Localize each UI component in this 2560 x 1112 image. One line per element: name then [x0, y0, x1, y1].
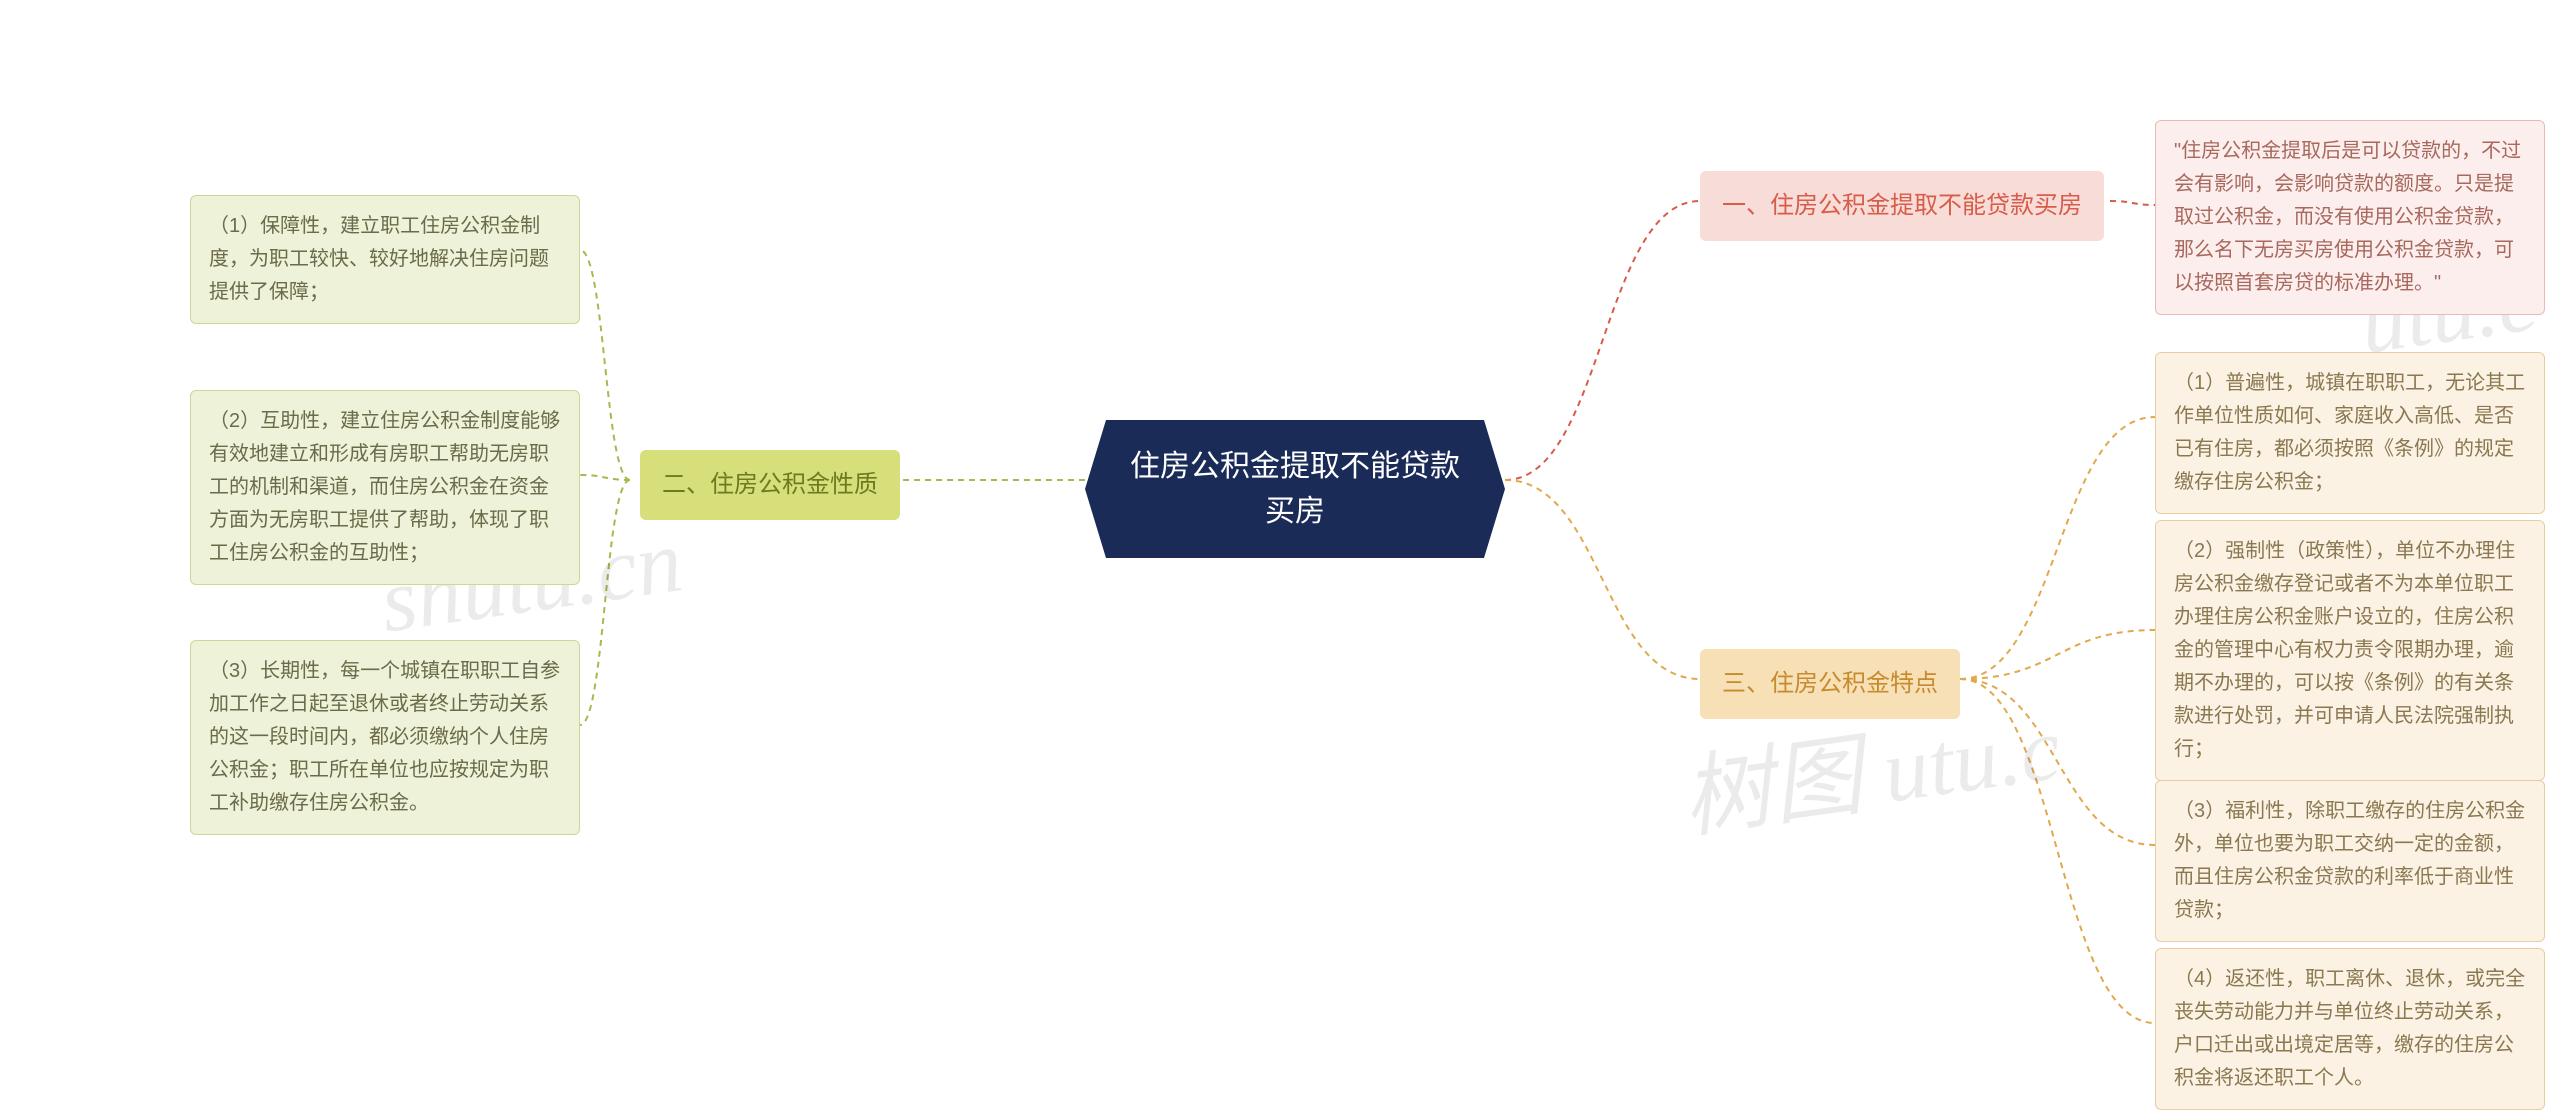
branch-node-b3[interactable]: 三、住房公积金特点 — [1700, 649, 1960, 719]
center-node[interactable]: 住房公积金提取不能贷款买房 — [1085, 420, 1505, 558]
branch-node-b1[interactable]: 一、住房公积金提取不能贷款买房 — [1700, 171, 2104, 241]
leaf-node-b3-2[interactable]: （3）福利性，除职工缴存的住房公积金外，单位也要为职工交纳一定的金额，而且住房公… — [2155, 780, 2545, 942]
leaf-node-b2-1[interactable]: （2）互助性，建立住房公积金制度能够有效地建立和形成有房职工帮助无房职工的机制和… — [190, 390, 580, 585]
leaf-node-b2-2[interactable]: （3）长期性，每一个城镇在职职工自参加工作之日起至退休或者终止劳动关系的这一段时… — [190, 640, 580, 835]
leaf-node-b3-3[interactable]: （4）返还性，职工离休、退休，或完全丧失劳动能力并与单位终止劳动关系，户口迁出或… — [2155, 948, 2545, 1110]
leaf-node-b2-0[interactable]: （1）保障性，建立职工住房公积金制度，为职工较快、较好地解决住房问题提供了保障； — [190, 195, 580, 324]
branch-node-b2[interactable]: 二、住房公积金性质 — [640, 450, 900, 520]
leaf-node-b1-0[interactable]: "住房公积金提取后是可以贷款的，不过会有影响，会影响贷款的额度。只是提取过公积金… — [2155, 120, 2545, 315]
leaf-node-b3-1[interactable]: （2）强制性（政策性），单位不办理住房公积金缴存登记或者不为本单位职工办理住房公… — [2155, 520, 2545, 781]
leaf-node-b3-0[interactable]: （1）普遍性，城镇在职职工，无论其工作单位性质如何、家庭收入高低、是否已有住房，… — [2155, 352, 2545, 514]
